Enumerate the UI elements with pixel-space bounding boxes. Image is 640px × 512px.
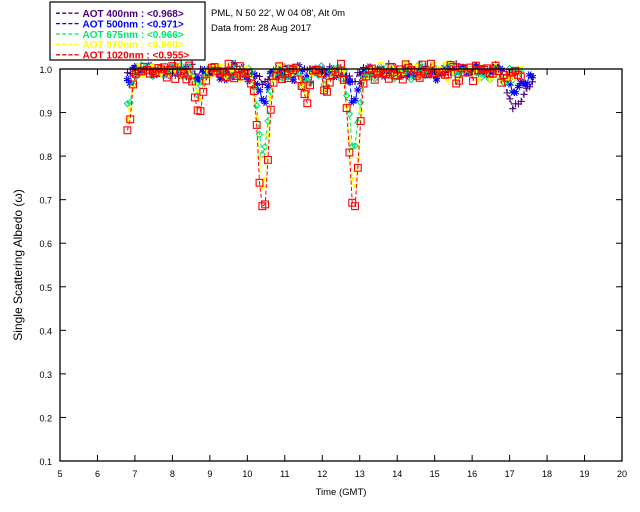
svg-text:1.0: 1.0 [39, 65, 52, 75]
svg-text:0.6: 0.6 [39, 239, 52, 249]
svg-text:Data from: 28 Aug 2017: Data from: 28 Aug 2017 [211, 23, 311, 34]
svg-text:AOT 500nm : <0.971>: AOT 500nm : <0.971> [83, 19, 184, 30]
svg-text:9: 9 [207, 469, 212, 479]
svg-text:0.3: 0.3 [39, 370, 52, 380]
svg-text:0.5: 0.5 [39, 283, 52, 293]
svg-text:8: 8 [170, 469, 175, 479]
svg-text:Time (GMT): Time (GMT) [316, 487, 367, 498]
svg-text:14: 14 [392, 469, 402, 479]
svg-text:15: 15 [430, 469, 440, 479]
svg-text:AOT 1020nm : <0.955>: AOT 1020nm : <0.955> [83, 51, 190, 62]
svg-text:6: 6 [95, 469, 100, 479]
svg-text:AOT 870nm : <0.960>: AOT 870nm : <0.960> [83, 40, 184, 51]
svg-text:17: 17 [505, 469, 515, 479]
svg-text:0.1: 0.1 [39, 457, 52, 467]
svg-text:16: 16 [467, 469, 477, 479]
svg-text:13: 13 [355, 469, 365, 479]
svg-text:5: 5 [57, 469, 62, 479]
svg-text:18: 18 [542, 469, 552, 479]
svg-text:0.2: 0.2 [39, 413, 52, 423]
svg-text:19: 19 [580, 469, 590, 479]
svg-text:0.8: 0.8 [39, 152, 52, 162]
svg-text:0.7: 0.7 [39, 196, 52, 206]
svg-text:7: 7 [132, 469, 137, 479]
svg-text:Single Scattering Albedo (ω): Single Scattering Albedo (ω) [11, 189, 25, 340]
svg-text:AOT 400nm : <0.968>: AOT 400nm : <0.968> [83, 9, 184, 20]
svg-text:20: 20 [617, 469, 627, 479]
svg-text:11: 11 [280, 469, 289, 479]
svg-text:10: 10 [242, 469, 252, 479]
svg-text:12: 12 [317, 469, 327, 479]
svg-text:0.9: 0.9 [39, 109, 52, 119]
svg-text:PML, N 50 22', W 04 08', Alt 0: PML, N 50 22', W 04 08', Alt 0m [211, 8, 345, 19]
svg-text:AOT 675nm : <0.966>: AOT 675nm : <0.966> [83, 30, 184, 41]
svg-text:0.4: 0.4 [39, 326, 52, 336]
